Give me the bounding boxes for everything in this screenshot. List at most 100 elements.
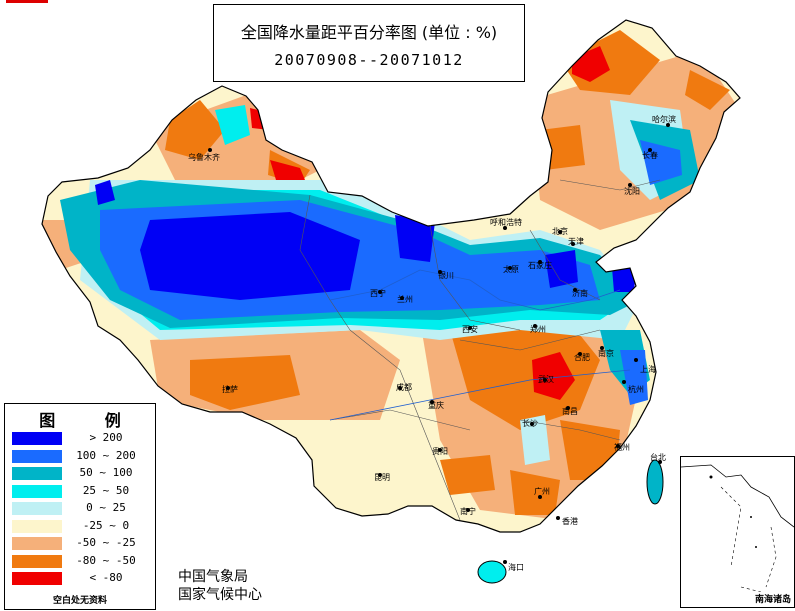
china-border [41, 19, 741, 533]
south-china-sea-inset: 南海诸岛 [680, 456, 795, 608]
city-kunming: 昆明 [374, 473, 390, 482]
map-title-box: 全国降水量距平百分率图 (单位 : %) 20070908--20071012 [213, 4, 525, 82]
city-label-32: 海口 [508, 562, 524, 572]
city-label-15: 拉萨 [222, 384, 238, 394]
legend: 图 例 > 200 100 ~ 200 50 ~ 100 25 ~ 50 0 ~ 25 -… [4, 403, 156, 610]
city-nanjing: 南京 [598, 346, 614, 358]
legend-row: -25 ~ 0 [12, 519, 152, 535]
legend-title: 图 例 [39, 411, 143, 430]
city-label-9: 银川 [438, 270, 454, 280]
city-label-14: 西安 [462, 324, 478, 334]
city-haikou: 海口 [503, 560, 524, 572]
city-wuhan: 武汉 [538, 374, 554, 384]
city-label-21: 杭州 [628, 384, 644, 394]
legend-swatch [12, 502, 62, 515]
legend-label: 0 ~ 25 [86, 501, 126, 514]
city-label-30: 香港 [562, 516, 578, 526]
legend-label: 100 ~ 200 [76, 448, 136, 462]
legend-label: -50 ~ -25 [76, 536, 136, 549]
city-label-18: 合肥 [574, 352, 590, 362]
map-title: 全国降水量距平百分率图 (单位 : %) [240, 23, 498, 42]
city-hangzhou: 杭州 [622, 380, 644, 394]
city-taiyuan: 太原 [503, 264, 519, 274]
city-guangzhou: 广州 [534, 486, 550, 499]
legend-row: < -80 [12, 571, 152, 587]
city-label-22: 重庆 [428, 400, 444, 410]
city-label-20: 上海 [640, 364, 656, 374]
city-hohhot: 呼和浩特 [490, 217, 522, 230]
city-label-11: 兰州 [397, 294, 413, 304]
city-label-29: 广州 [534, 486, 550, 496]
agency-line-1: 中国气象局 [178, 569, 248, 585]
city-harbin: 哈尔滨 [652, 114, 676, 127]
city-label-5: 北京 [552, 226, 568, 236]
city-label-31: 台北 [650, 452, 666, 462]
city-nanning: 南宁 [460, 506, 476, 516]
city-label-6: 天津 [568, 236, 584, 246]
city-lhasa: 拉萨 [222, 384, 238, 394]
legend-no-data-note: 空白处无资料 [52, 596, 107, 606]
city-guiyang: 贵阳 [432, 446, 448, 456]
inset-label: 南海诸岛 [753, 592, 792, 605]
city-label-1: 哈尔滨 [652, 114, 676, 124]
city-zhengzhou: 郑州 [530, 324, 546, 334]
legend-row: 100 ~ 200 [12, 449, 152, 465]
legend-row: -80 ~ -50 [12, 554, 152, 570]
map-date-range: 20070908--20071012 [274, 51, 464, 69]
hainan-island [477, 560, 507, 584]
city-markers: 乌鲁木齐 哈尔滨 长春 沈阳 呼和浩特 北京 天津 太原 石家庄 银川 西宁 兰… [188, 114, 676, 572]
legend-row: 50 ~ 100 [12, 466, 152, 482]
city-changsha: 长沙 [522, 418, 538, 428]
legend-swatch [12, 449, 62, 463]
city-hefei: 合肥 [574, 352, 590, 362]
city-xian: 西安 [462, 324, 478, 334]
legend-swatch [12, 484, 62, 498]
legend-row: -50 ~ -25 [12, 536, 152, 552]
city-label-16: 成都 [396, 382, 412, 392]
legend-row: 0 ~ 25 [12, 501, 152, 517]
city-label-0: 乌鲁木齐 [188, 152, 220, 162]
rivers [329, 269, 631, 421]
city-shijiazhuang: 石家庄 [528, 260, 552, 270]
city-xining: 西宁 [370, 288, 386, 298]
province-borders [299, 179, 661, 521]
city-chengdu: 成都 [396, 382, 412, 392]
city-label-13: 郑州 [530, 324, 546, 334]
legend-label: 50 ~ 100 [79, 466, 133, 479]
city-label-12: 济南 [572, 288, 588, 298]
legend-label: > 200 [89, 431, 123, 444]
city-shenyang: 沈阳 [624, 183, 640, 196]
inset-map [680, 464, 795, 593]
city-beijing: 北京 [552, 226, 568, 236]
city-fuzhou: 福州 [614, 443, 630, 452]
city-label-24: 南昌 [562, 406, 578, 416]
legend-label: 25 ~ 50 [82, 483, 130, 497]
legend-label: -25 ~ 0 [82, 518, 130, 532]
legend-swatch [12, 572, 62, 585]
legend-swatch [12, 432, 62, 445]
city-label-10: 西宁 [370, 288, 386, 298]
legend-row: > 200 [12, 431, 152, 447]
legend-swatch [12, 467, 62, 480]
city-chongqing: 重庆 [428, 400, 444, 410]
city-label-27: 昆明 [374, 473, 390, 482]
top-edge-mark [6, 0, 48, 3]
city-nanchang: 南昌 [562, 406, 578, 416]
legend-label: -80 ~ -50 [76, 553, 136, 567]
legend-row: 25 ~ 50 [12, 484, 152, 500]
city-label-4: 呼和浩特 [490, 217, 522, 227]
taiwan-island [646, 459, 664, 505]
city-label-3: 沈阳 [624, 186, 640, 196]
city-changchun: 长春 [642, 148, 658, 160]
city-shanghai: 上海 [634, 358, 656, 374]
city-label-8: 石家庄 [528, 260, 552, 270]
city-label-7: 太原 [503, 264, 519, 274]
city-label-26: 贵阳 [432, 446, 448, 456]
city-label-17: 武汉 [538, 374, 554, 384]
legend-swatch [12, 519, 62, 533]
city-label-19: 南京 [598, 348, 614, 358]
city-label-25: 福州 [614, 443, 630, 452]
city-taipei: 台北 [650, 452, 666, 464]
city-label-28: 南宁 [460, 506, 476, 516]
